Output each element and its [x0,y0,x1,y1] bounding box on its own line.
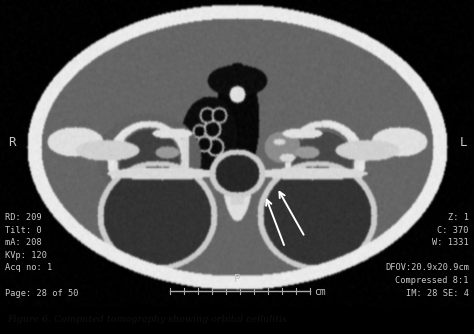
Text: RD: 209: RD: 209 [5,213,42,222]
Text: IM: 28 SE: 4: IM: 28 SE: 4 [406,289,469,298]
Text: P: P [234,275,240,285]
Text: KVp: 120: KVp: 120 [5,251,47,260]
Text: Compressed 8:1: Compressed 8:1 [395,276,469,285]
Text: Figure 6. Computed tomography showing orbital cellulitis: Figure 6. Computed tomography showing or… [7,315,287,324]
Text: C: 370: C: 370 [438,225,469,234]
Text: Z: 1: Z: 1 [448,213,469,222]
Text: DFOV:20.9x20.9cm: DFOV:20.9x20.9cm [385,264,469,273]
Text: L: L [460,136,467,149]
Text: Tilt: 0: Tilt: 0 [5,225,42,234]
Text: R: R [8,136,16,149]
Text: cm: cm [314,287,326,297]
Text: mA: 208: mA: 208 [5,238,42,247]
Text: Page: 28 of 50: Page: 28 of 50 [5,289,79,298]
Text: Acq no: 1: Acq no: 1 [5,264,52,273]
Text: W: 1331: W: 1331 [432,238,469,247]
